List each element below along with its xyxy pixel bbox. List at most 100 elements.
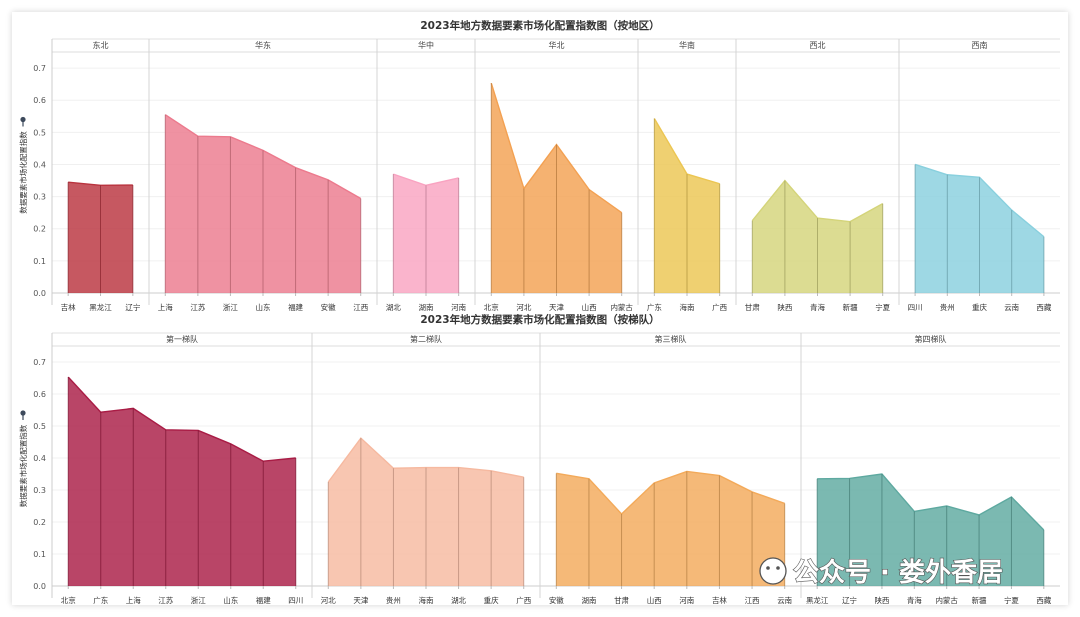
y-tick-label: 0.0 [33, 582, 46, 591]
chart-title: 2023年地方数据要素市场化配置指数图（按梯队） [420, 313, 659, 326]
y-tick-label: 0.4 [33, 454, 46, 463]
chart-canvas: 2023年地方数据要素市场化配置指数图（按地区） 0.0 0.1 0.2 0.3 0.4 0… [18, 19, 1060, 605]
category-label: 河北 [516, 303, 531, 312]
category-label: 重庆 [972, 302, 987, 312]
chart-1: 2023年地方数据要素市场化配置指数图（按地区） 0.0 0.1 0.2 0.3 0.4 0… [18, 19, 1060, 312]
category-label: 湖南 [581, 595, 596, 605]
category-label: 北京 [61, 595, 76, 605]
category-label: 山西 [647, 595, 662, 605]
panel-header: 西北 [810, 41, 826, 50]
category-label: 内蒙古 [935, 595, 958, 605]
category-label: 浙江 [191, 595, 206, 605]
y-tick-label: 0.2 [33, 225, 46, 234]
category-label: 福建 [288, 302, 303, 312]
y-tick-label: 0.1 [33, 550, 46, 559]
category-label: 吉林 [61, 302, 76, 312]
category-label: 天津 [549, 303, 564, 312]
category-label: 云南 [1004, 302, 1019, 312]
wechat-icon-eye-left [766, 566, 770, 570]
category-label: 广西 [712, 302, 727, 312]
category-label: 福建 [256, 595, 271, 605]
category-label: 广东 [93, 595, 108, 605]
y-axis-label: 数据要素市场化配置指数 [18, 424, 28, 507]
category-label: 海南 [419, 595, 434, 605]
category-label: 甘肃 [745, 302, 760, 312]
category-label: 天津 [353, 596, 368, 605]
category-label: 浙江 [223, 302, 238, 312]
wechat-icon-eye-right [776, 566, 780, 570]
area-fill [817, 474, 1044, 586]
category-label: 广西 [516, 595, 531, 605]
panel-header: 华南 [679, 40, 695, 50]
chart-frame: 2023年地方数据要素市场化配置指数图（按地区） 0.0 0.1 0.2 0.3 0.4 0… [12, 12, 1068, 605]
category-label: 西藏 [1036, 595, 1052, 605]
series-line [751, 179, 884, 223]
y-tick-label: 0.7 [33, 358, 46, 367]
category-label: 四川 [908, 303, 923, 312]
category-label: 青海 [810, 302, 825, 312]
area-fill [68, 377, 296, 586]
category-label: 广东 [647, 302, 662, 312]
panel-header: 第二梯队 [410, 334, 442, 344]
category-label: 河南 [451, 302, 466, 312]
panel-header: 第三梯队 [655, 334, 687, 344]
y-tick-label: 0.5 [33, 422, 46, 431]
charts-layer: 2023年地方数据要素市场化配置指数图（按地区） 0.0 0.1 0.2 0.3 0.4 0… [18, 19, 1060, 605]
y-tick-label: 0.7 [33, 64, 46, 73]
category-label: 陕西 [874, 595, 889, 605]
series-line [817, 473, 1045, 531]
panel-header: 东北 [93, 40, 109, 50]
category-label: 江苏 [190, 302, 205, 312]
pin-icon [20, 410, 26, 420]
y-tick-label: 0.3 [33, 486, 46, 495]
category-label: 宁夏 [875, 302, 890, 312]
category-label: 河北 [321, 596, 336, 605]
category-label: 山东 [256, 302, 271, 312]
category-label: 江苏 [158, 595, 173, 605]
watermark: 公众号 · 娄外香居 [759, 557, 1004, 589]
panel-header: 华北 [549, 40, 565, 50]
wechat-icon [759, 557, 787, 585]
category-label: 北京 [484, 302, 499, 312]
series-line [556, 470, 785, 515]
category-label: 甘肃 [614, 595, 629, 605]
category-label: 上海 [158, 302, 173, 312]
category-label: 黑龙江 [806, 595, 829, 605]
series-line [67, 376, 296, 462]
category-label: 江西 [353, 303, 368, 312]
category-label: 吉林 [712, 595, 727, 605]
series-line [68, 181, 133, 187]
category-label: 贵州 [940, 302, 955, 312]
category-label: 青海 [907, 595, 922, 605]
panel-header: 第一梯队 [166, 334, 198, 344]
category-label: 云南 [777, 595, 792, 605]
panel-header: 第四梯队 [915, 334, 947, 344]
y-tick-label: 0.2 [33, 518, 46, 527]
category-label: 辽宁 [842, 595, 857, 605]
category-label: 江西 [745, 596, 760, 605]
pin-icon-head [20, 410, 26, 416]
category-label: 上海 [126, 595, 141, 605]
category-label: 陕西 [777, 302, 792, 312]
y-tick-label: 0.5 [33, 128, 46, 137]
category-label: 山西 [582, 302, 597, 312]
category-label: 安徽 [321, 302, 336, 312]
category-label: 安徽 [549, 595, 564, 605]
category-label: 重庆 [484, 595, 499, 605]
y-tick-label: 0.3 [33, 193, 46, 202]
category-label: 辽宁 [125, 302, 140, 312]
panel-header: 西南 [972, 40, 988, 50]
panel-header: 华中 [418, 40, 434, 50]
category-label: 新疆 [972, 595, 987, 605]
category-label: 海南 [680, 302, 695, 312]
y-axis-label: 数据要素市场化配置指数 [18, 131, 28, 214]
y-tick-label: 0.6 [33, 390, 46, 399]
pin-icon [20, 116, 26, 127]
category-label: 河南 [679, 595, 694, 605]
